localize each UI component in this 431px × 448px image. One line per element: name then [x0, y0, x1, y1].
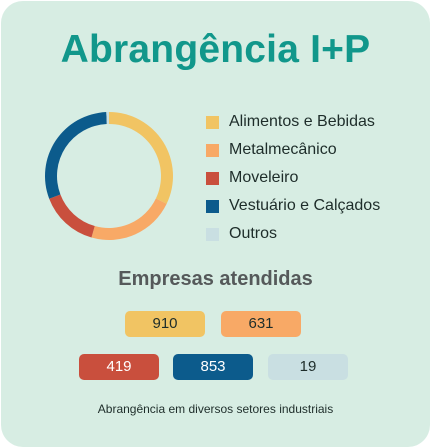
value-label-4: 853: [173, 354, 253, 380]
legend-label: Metalmecânico: [229, 141, 337, 158]
legend-item: Vestuário e Calçados: [206, 192, 380, 220]
donut-slice-5: [106, 112, 109, 125]
donut-slice-1: [109, 112, 173, 204]
donut-chart: [45, 112, 173, 240]
chart-caption: Abrangência em diversos setores industri…: [97, 402, 334, 416]
legend-swatch: [206, 143, 219, 157]
section-subtitle: Empresas atendidas: [118, 268, 313, 290]
legend-item: Outros: [206, 220, 380, 248]
legend-item: Metalmecânico: [206, 136, 380, 164]
legend-swatch: [206, 171, 219, 185]
legend-label: Outros: [229, 225, 278, 242]
legend-swatch: [206, 115, 219, 129]
legend-item: Moveleiro: [206, 164, 380, 192]
legend-swatch: [206, 227, 219, 241]
legend-label: Alimentos e Bebidas: [229, 113, 375, 130]
donut-slice-3: [49, 194, 95, 238]
legend-swatch: [206, 199, 219, 213]
value-label-3: 419: [79, 354, 159, 380]
legend-label: Vestuário e Calçados: [229, 197, 381, 214]
donut-slice-4: [45, 112, 107, 199]
page-title: Abrangência I+P: [60, 28, 371, 71]
legend-item: Alimentos e Bebidas: [206, 108, 380, 136]
chart-legend: Alimentos e Bebidas Metalmecânico Moveleir…: [206, 108, 380, 248]
value-label-1: 910: [125, 311, 205, 337]
value-label-2: 631: [221, 311, 301, 337]
legend-label: Moveleiro: [229, 169, 299, 186]
value-label-5: 19: [268, 354, 348, 380]
donut-slice-2: [91, 198, 167, 240]
